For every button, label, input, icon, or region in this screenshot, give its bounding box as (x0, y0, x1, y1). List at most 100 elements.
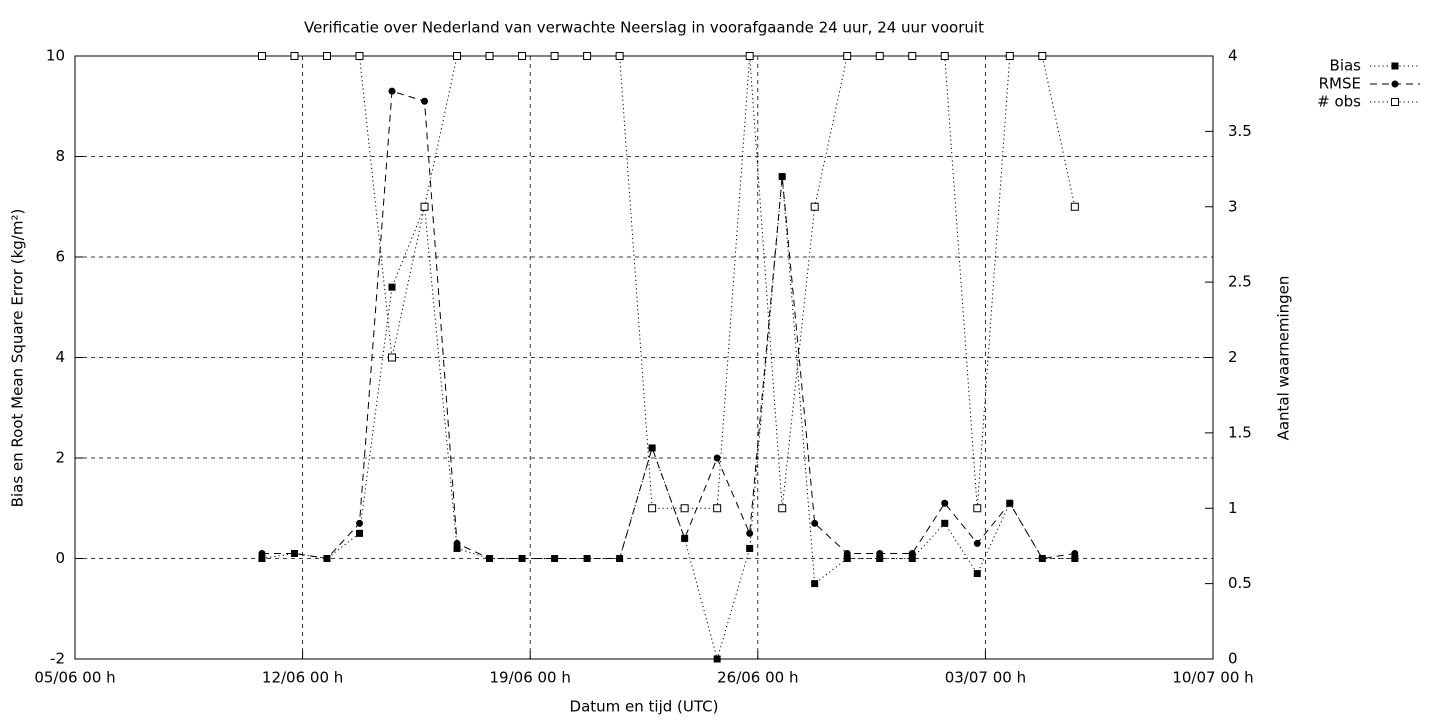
x-axis-label: Datum en tijd (UTC) (570, 698, 719, 716)
data-point (713, 655, 721, 663)
data-point (583, 555, 591, 562)
data-point (713, 454, 721, 462)
data-point (290, 52, 299, 60)
y2-tick-label: 2 (1228, 348, 1238, 366)
data-point (322, 52, 331, 60)
data-point (648, 444, 656, 452)
data-point (486, 555, 494, 562)
data-point (485, 52, 494, 60)
y-tick-label: 0 (55, 549, 65, 567)
data-point (356, 519, 363, 527)
data-point (973, 539, 981, 547)
data-point (518, 555, 526, 562)
data-point (388, 353, 397, 362)
data-point (876, 555, 884, 562)
x-tick-label: 05/06 00 h (34, 669, 115, 687)
data-point (973, 570, 981, 578)
data-point (941, 499, 949, 507)
data-point (681, 534, 689, 542)
data-point (1070, 202, 1079, 211)
data-point (908, 549, 916, 557)
x-tick-label: 26/06 00 h (717, 669, 798, 687)
data-point (453, 539, 461, 547)
data-point (1006, 499, 1014, 507)
y-tick-label: 4 (55, 348, 65, 366)
data-point (843, 555, 851, 562)
legend-label: RMSE (1319, 75, 1361, 93)
data-point (388, 87, 396, 95)
data-point (616, 555, 624, 562)
y2-axis-label: Aantal waarnemingen (1275, 276, 1293, 441)
y2-tick-label: 1.5 (1228, 423, 1252, 441)
y-axis-label: Bias en Root Mean Square Error (kg/m²) (9, 209, 27, 508)
data-point (453, 544, 461, 552)
data-point (453, 52, 462, 60)
data-point (257, 52, 266, 60)
series-line (261, 55, 1076, 509)
data-point (778, 173, 786, 181)
x-tick-label: 19/06 00 h (490, 669, 571, 687)
data-point (811, 519, 819, 527)
data-point (1038, 555, 1046, 562)
data-point (615, 52, 624, 60)
x-tick-label: 10/07 00 h (1172, 669, 1253, 687)
data-point (290, 549, 298, 557)
data-point (388, 283, 396, 291)
data-point (1005, 52, 1014, 60)
data-point (551, 555, 559, 562)
y-tick-label: 10 (46, 47, 65, 65)
data-point (258, 549, 266, 557)
y-tick-label: 2 (55, 449, 65, 467)
data-point (876, 549, 884, 557)
data-point (648, 504, 657, 513)
data-point (550, 52, 559, 60)
y2-tick-label: 2.5 (1228, 273, 1252, 291)
data-point (356, 529, 363, 537)
series-line (261, 90, 1075, 560)
y-tick-label: 8 (55, 147, 65, 165)
data-point (875, 52, 884, 60)
data-point (940, 52, 949, 60)
y-tick-label: 6 (55, 248, 65, 266)
data-point (680, 504, 689, 513)
data-point (908, 52, 917, 60)
data-point (583, 52, 592, 60)
data-point (420, 202, 429, 211)
legend-marker (1391, 98, 1399, 106)
data-point (1071, 549, 1079, 557)
y2-tick-label: 1 (1228, 499, 1238, 517)
data-point (355, 52, 364, 60)
legend-label: Bias (1330, 57, 1362, 75)
y-tick-label: -2 (50, 650, 65, 668)
data-point (941, 519, 949, 527)
x-tick-label: 03/07 00 h (945, 669, 1026, 687)
data-point (778, 504, 787, 513)
legend-marker (1391, 80, 1399, 88)
x-tick-label: 12/06 00 h (262, 669, 343, 687)
y2-tick-label: 4 (1228, 47, 1238, 65)
legend-marker (1391, 62, 1399, 70)
series-line (261, 176, 1075, 661)
data-point (518, 52, 527, 60)
data-point (713, 504, 722, 513)
data-point (258, 555, 266, 562)
y2-tick-label: 3.5 (1228, 122, 1252, 140)
data-point (746, 544, 754, 552)
data-point (973, 504, 982, 513)
data-point (323, 555, 331, 562)
data-point (908, 555, 916, 562)
y2-tick-label: 0 (1228, 650, 1238, 668)
data-point (810, 202, 819, 211)
data-point (843, 549, 851, 557)
legend-label: # obs (1317, 93, 1361, 111)
data-point (745, 52, 754, 60)
chart-title: Verificatie over Nederland van verwachte… (304, 19, 984, 37)
data-point (1038, 52, 1047, 60)
data-point (811, 580, 819, 588)
y2-tick-label: 0.5 (1228, 574, 1252, 592)
data-point (421, 97, 429, 105)
y2-tick-label: 3 (1228, 197, 1238, 215)
data-point (843, 52, 852, 60)
data-point (746, 529, 754, 537)
